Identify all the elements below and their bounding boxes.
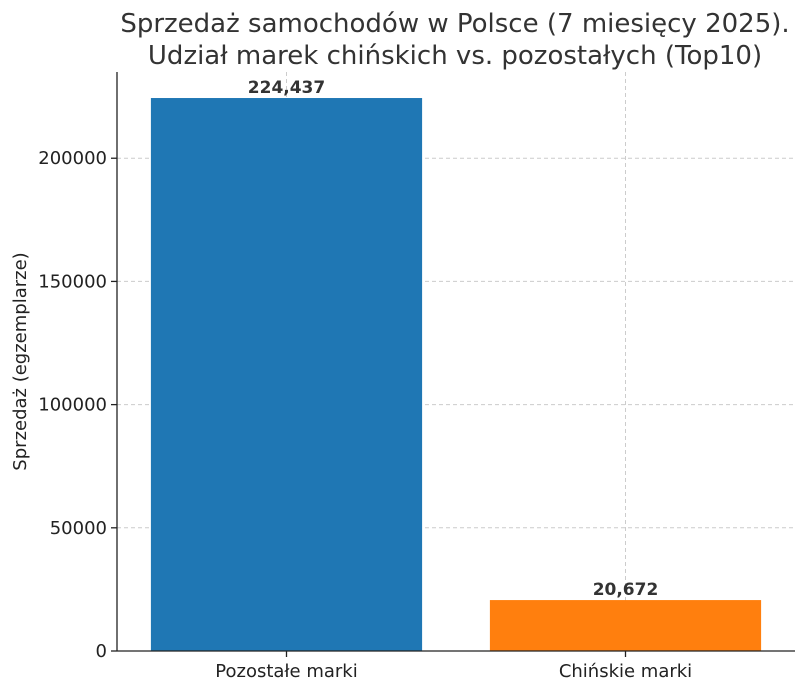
x-tick-label: Pozostałe marki	[215, 661, 357, 682]
x-tick-label: Chińskie marki	[559, 661, 692, 682]
y-axis-ticks: 0 50000 100000 150000 200000	[38, 148, 117, 662]
y-tick-label: 150000	[38, 271, 107, 292]
y-tick-label: 100000	[38, 395, 107, 416]
y-axis-label: Sprzedaż (egzemplarze)	[10, 252, 31, 470]
chart-title-line-1: Sprzedaż samochodów w Polsce (7 miesięcy…	[120, 9, 789, 39]
y-tick-label: 50000	[50, 518, 107, 539]
y-tick-label: 0	[96, 641, 107, 662]
data-labels: 224,437 20,672	[248, 78, 659, 600]
bar-2	[489, 600, 762, 651]
chart-title-line-2: Udział marek chińskich vs. pozostałych (…	[148, 41, 762, 71]
bars	[150, 98, 762, 651]
data-label: 224,437	[248, 78, 325, 98]
y-tick-label: 200000	[38, 148, 107, 169]
data-label: 20,672	[593, 580, 659, 600]
x-axis-ticks: Pozostałe marki Chińskie marki	[215, 651, 692, 682]
chart-title: Sprzedaż samochodów w Polsce (7 miesięcy…	[120, 9, 789, 71]
bar-1	[150, 98, 423, 651]
